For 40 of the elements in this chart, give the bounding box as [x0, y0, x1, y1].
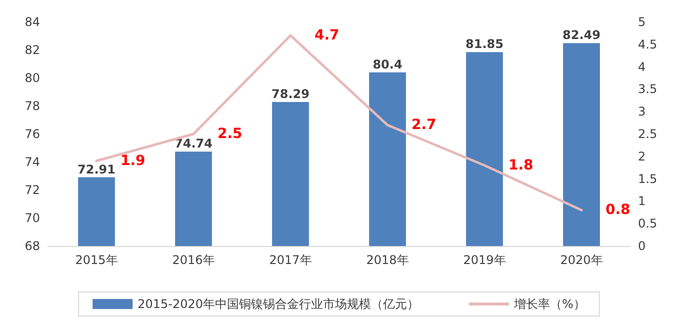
y-tick-label: 70 [24, 211, 40, 225]
y2-tick-label: 0 [638, 239, 646, 253]
data-label: 2.7 [412, 117, 436, 134]
y2-tick-label: 2 [638, 149, 646, 164]
data-label: 78.29 [272, 86, 310, 101]
x-tick-label: 2017年 [269, 253, 312, 267]
y-tick-label: 78 [24, 99, 40, 113]
y-tick-label: 74 [24, 155, 40, 169]
data-label: 74.74 [174, 136, 212, 151]
y2-tick-label: 3 [638, 104, 646, 119]
data-label: 1.9 [120, 152, 146, 169]
y2-tick-label: 5 [638, 15, 646, 29]
y2-tick-label: 4.5 [638, 37, 658, 52]
y2-tick-label: 2.5 [638, 127, 658, 141]
y2-tick-label: 1.5 [638, 172, 658, 186]
x-tick-label: 2019年 [463, 253, 506, 267]
data-label: 1.8 [508, 157, 534, 174]
legend-label: 增长率（%） [513, 297, 586, 311]
x-tick-label: 2020年 [560, 253, 603, 267]
y-tick-label: 68 [24, 239, 40, 253]
x-tick-label: 2018年 [366, 253, 409, 267]
y-tick-label: 76 [24, 127, 40, 141]
x-tick-label: 2016年 [172, 253, 215, 267]
data-label: 0.8 [606, 202, 630, 218]
y2-tick-label: 4 [638, 60, 646, 74]
y-tick-label: 80 [24, 71, 40, 85]
y2-tick-label: 1 [638, 194, 646, 208]
y2-tick-label: 3.5 [638, 82, 658, 96]
y-tick-label: 84 [24, 15, 40, 29]
data-label: 2.5 [218, 126, 242, 142]
y-tick-label: 72 [24, 183, 40, 197]
data-label: 80.4 [372, 57, 402, 72]
data-label: 72.91 [78, 162, 116, 176]
x-tick-label: 2015年 [75, 253, 118, 267]
data-label: 81.85 [466, 37, 504, 52]
data-label: 4.7 [314, 27, 340, 44]
y2-tick-label: 0.5 [638, 216, 658, 231]
y-tick-label: 82 [24, 43, 40, 57]
data-label: 82.49 [562, 28, 600, 42]
legend-label: 2015-2020年中国铜镍锡合金行业市场规模（亿元） [138, 297, 420, 311]
